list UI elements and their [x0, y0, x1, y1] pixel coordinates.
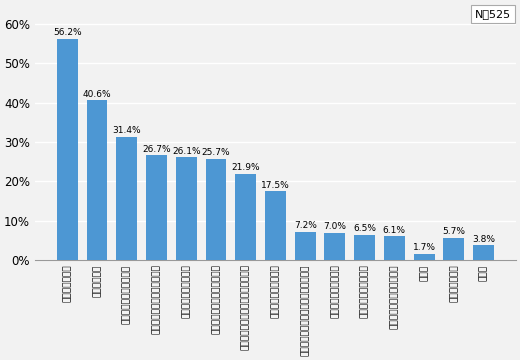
Text: 5.7%: 5.7% [443, 227, 465, 236]
Text: N＝525: N＝525 [475, 9, 511, 19]
Text: 1.7%: 1.7% [412, 243, 436, 252]
Text: 31.4%: 31.4% [112, 126, 141, 135]
Bar [444, 238, 464, 260]
Bar [146, 155, 167, 260]
Text: 21.9%: 21.9% [231, 163, 260, 172]
Bar [295, 232, 316, 260]
Bar [57, 39, 77, 260]
Text: 56.2%: 56.2% [53, 28, 82, 37]
Text: 3.8%: 3.8% [472, 235, 495, 244]
Text: 7.2%: 7.2% [294, 221, 317, 230]
Bar [354, 235, 375, 260]
Bar [324, 233, 345, 260]
Text: 26.7%: 26.7% [142, 144, 171, 153]
Text: 7.0%: 7.0% [323, 222, 346, 231]
Bar [87, 100, 108, 260]
Text: 25.7%: 25.7% [202, 148, 230, 157]
Bar [176, 157, 197, 260]
Bar [205, 159, 226, 260]
Text: 26.1%: 26.1% [172, 147, 201, 156]
Text: 6.5%: 6.5% [353, 224, 376, 233]
Bar [473, 245, 494, 260]
Bar [384, 236, 405, 260]
Text: 17.5%: 17.5% [261, 181, 290, 190]
Text: 6.1%: 6.1% [383, 226, 406, 235]
Bar [265, 191, 286, 260]
Text: 40.6%: 40.6% [83, 90, 111, 99]
Bar [116, 136, 137, 260]
Bar [414, 253, 435, 260]
Bar [235, 174, 256, 260]
